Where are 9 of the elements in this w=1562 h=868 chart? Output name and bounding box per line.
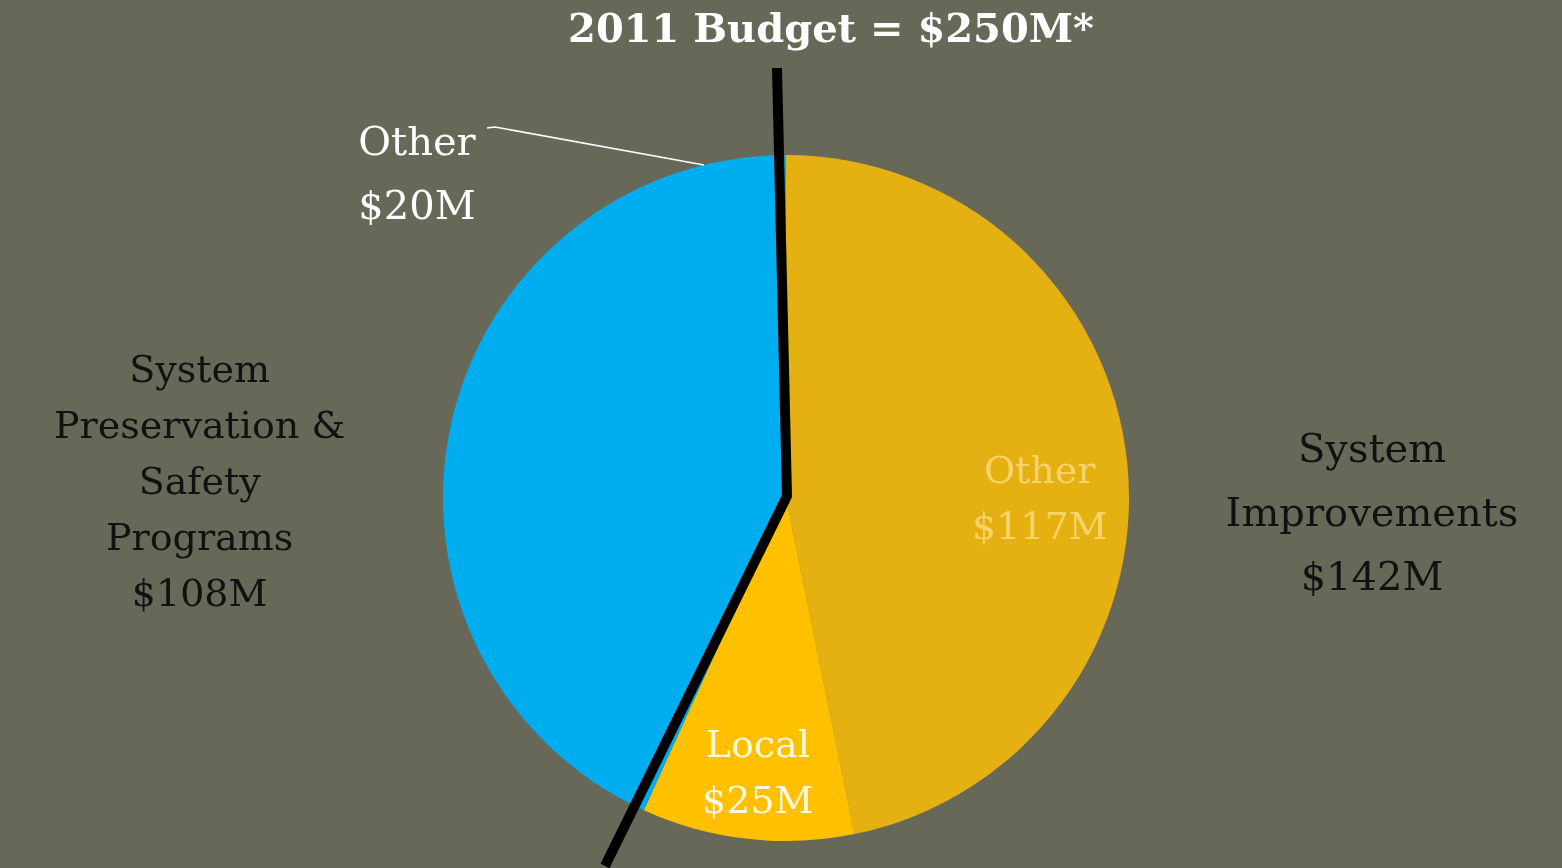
slice-label: Local bbox=[705, 722, 810, 767]
slice-label: Other bbox=[983, 448, 1097, 493]
data-label: $108M bbox=[131, 570, 268, 615]
data-label: $25M bbox=[702, 778, 814, 823]
slice-label: System Preservation & Safety Programs bbox=[54, 346, 346, 559]
text: System Improvements $142M bbox=[1225, 425, 1519, 599]
chart-title: 2011 Budget = $250M* bbox=[568, 4, 1095, 51]
data-label: $117M bbox=[971, 504, 1108, 549]
text: Other $20M bbox=[358, 118, 477, 228]
